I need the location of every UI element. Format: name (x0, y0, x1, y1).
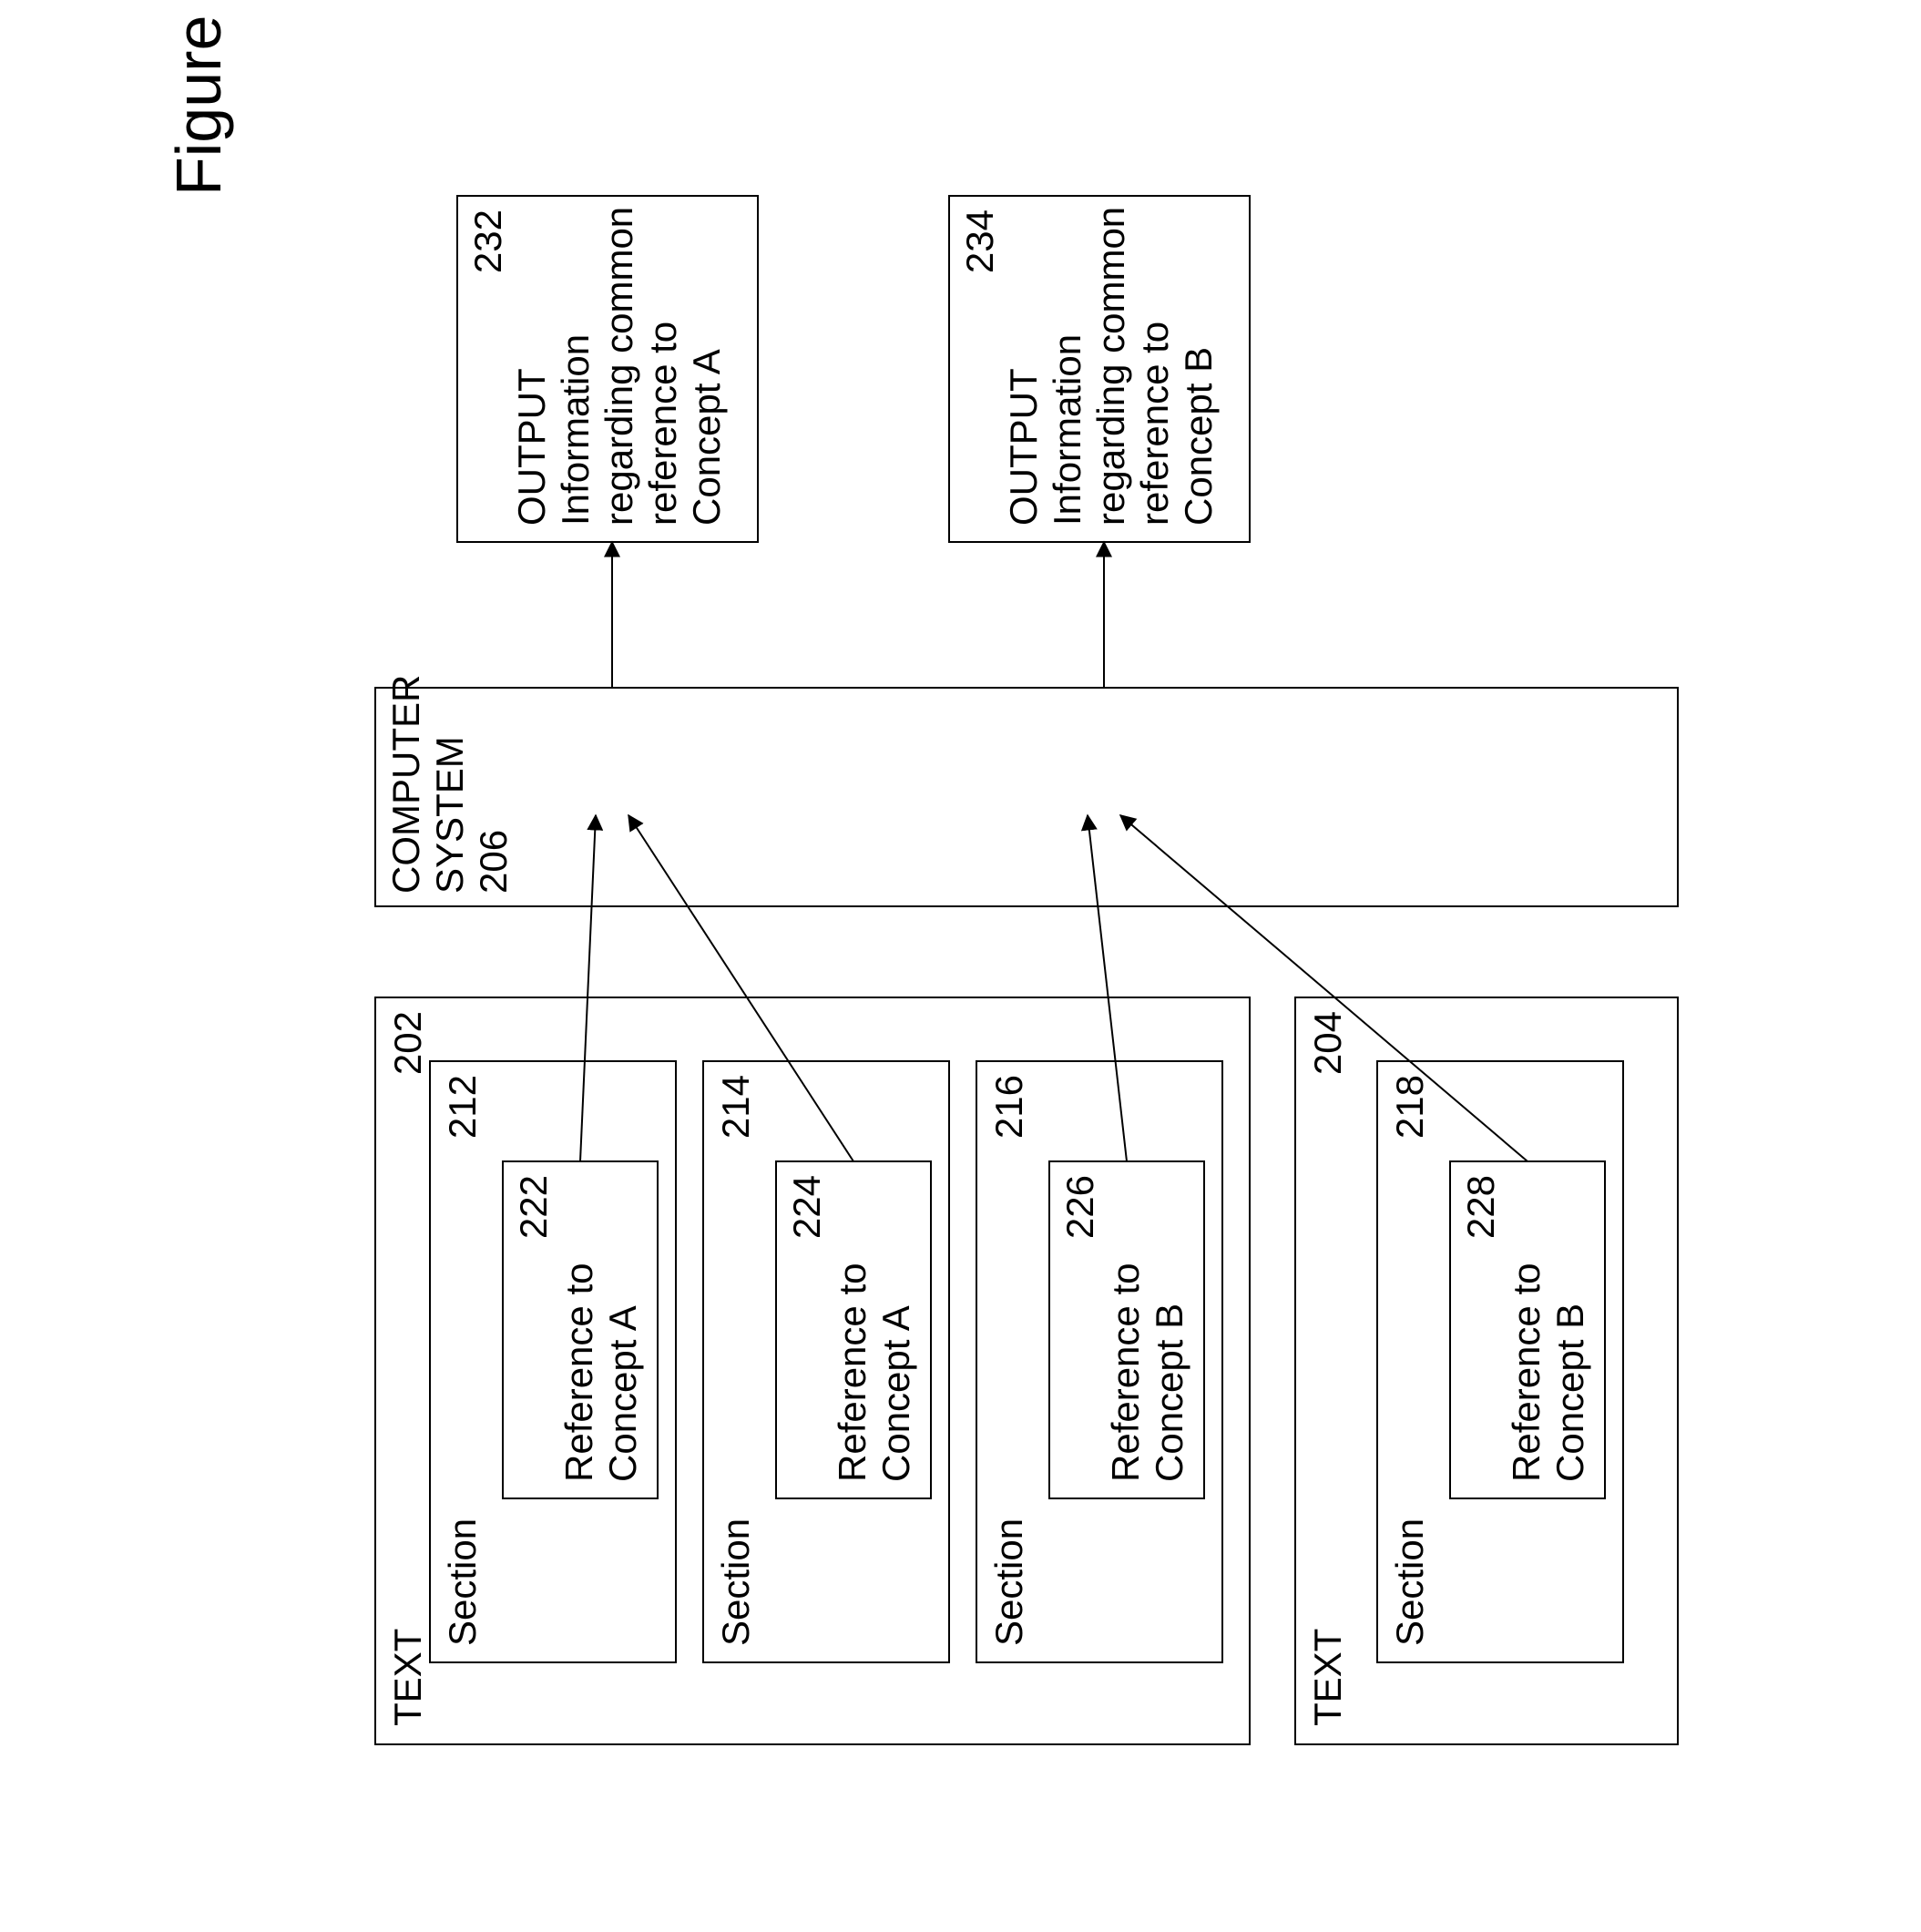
section-id: 216 (987, 1075, 1030, 1139)
output-text: regarding common (598, 207, 640, 526)
output-text: Information (554, 334, 597, 526)
section-label: Section (714, 1518, 757, 1646)
reference-id: 228 (1459, 1175, 1502, 1239)
reference-text: Concept A (874, 1305, 917, 1482)
output-head: OUTPUT (510, 368, 553, 526)
figure-title: Figure 2 (163, 0, 234, 196)
text-block-204: TEXT 204 (1295, 997, 1678, 1744)
reference-226: 226 Reference to Concept B (1049, 1161, 1204, 1498)
output-text: Concept B (1177, 347, 1220, 526)
reference-id: 226 (1058, 1175, 1101, 1239)
diagram-canvas: Figure 2 TEXT 202 TEXT 204 Section 212 S… (0, 0, 1921, 1932)
reference-text: Reference to (1505, 1263, 1548, 1482)
output-text: Concept A (685, 349, 728, 526)
output-id: 234 (958, 210, 1001, 273)
reference-text: Reference to (831, 1263, 874, 1482)
reference-text: Concept B (1548, 1303, 1591, 1482)
section-label: Section (1388, 1518, 1431, 1646)
reference-text: Reference to (1104, 1263, 1147, 1482)
text-label-202: TEXT (386, 1629, 429, 1726)
output-head: OUTPUT (1002, 368, 1045, 526)
output-text: reference to (641, 322, 684, 526)
output-text: reference to (1133, 322, 1176, 526)
section-id: 218 (1388, 1075, 1431, 1139)
arrow (1120, 815, 1528, 1161)
section-label: Section (987, 1518, 1030, 1646)
output-text: regarding common (1089, 207, 1132, 526)
reference-222: 222 Reference to Concept A (503, 1161, 658, 1498)
reference-text: Reference to (557, 1263, 600, 1482)
reference-text: Concept B (1148, 1303, 1190, 1482)
computer-id: 206 (472, 830, 515, 894)
section-label: Section (441, 1518, 484, 1646)
output-234: 234 OUTPUT Information regarding common … (949, 196, 1250, 542)
text-id-202: 202 (386, 1011, 429, 1075)
output-id: 232 (466, 210, 509, 273)
computer-label: SYSTEM (428, 736, 471, 894)
output-232: 232 OUTPUT Information regarding common … (457, 196, 758, 542)
section-id: 214 (714, 1075, 757, 1139)
output-text: Information (1046, 334, 1088, 526)
computer-label: COMPUTER (384, 675, 427, 894)
text-label-204: TEXT (1306, 1629, 1349, 1726)
reference-id: 222 (512, 1175, 555, 1239)
reference-text: Concept A (601, 1305, 644, 1482)
computer-system-206: COMPUTER SYSTEM 206 (375, 675, 1678, 906)
arrow (1088, 815, 1127, 1161)
reference-228: 228 Reference to Concept B (1450, 1161, 1605, 1498)
reference-id: 224 (785, 1175, 828, 1239)
arrow (580, 815, 596, 1161)
arrows (580, 542, 1528, 1161)
section-id: 212 (441, 1075, 484, 1139)
text-id-204: 204 (1306, 1011, 1349, 1075)
reference-224: 224 Reference to Concept A (776, 1161, 931, 1498)
